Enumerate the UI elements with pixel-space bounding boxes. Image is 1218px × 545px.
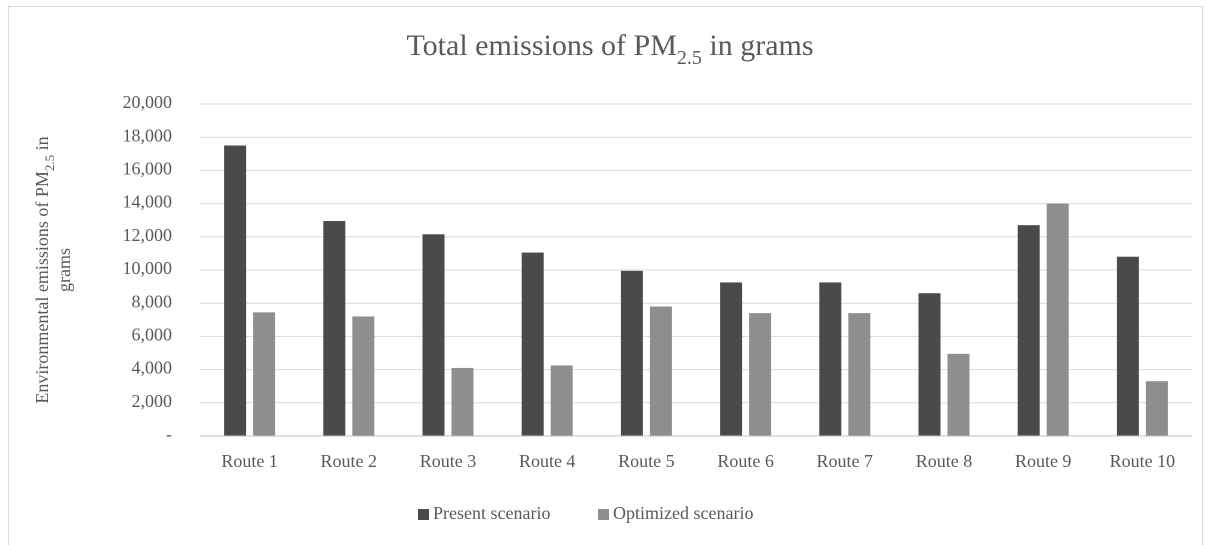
bar: [749, 313, 772, 436]
y-label-text: Environmental emissions of PM: [32, 171, 52, 404]
bar: [947, 353, 970, 436]
bar: [848, 313, 871, 436]
bar: [649, 306, 672, 436]
y-tick-label: 16,000: [123, 159, 173, 179]
legend-label: Optimized scenario: [613, 503, 753, 523]
y-tick-label: 8,000: [132, 291, 173, 311]
y-tick-label: 14,000: [123, 192, 173, 212]
title-text: Total emissions of PM: [406, 29, 676, 62]
x-tick-label: Route 9: [1015, 451, 1072, 471]
bar: [422, 234, 445, 436]
x-tick-label: Route 5: [618, 451, 675, 471]
bar: [1116, 256, 1139, 436]
bar: [1017, 225, 1040, 436]
chart-title: Total emissions of PM2.5 in grams: [406, 29, 813, 69]
bar: [550, 365, 573, 436]
chart-border: [8, 6, 1203, 545]
y-tick-label: 10,000: [123, 258, 173, 278]
bar: [1046, 203, 1069, 436]
bar: [620, 270, 643, 436]
x-tick-label: Route 3: [420, 451, 477, 471]
y-label-line1: Environmental emissions of PM2.5 in: [32, 136, 57, 403]
y-tick-label: 12,000: [123, 225, 173, 245]
bar: [451, 367, 474, 436]
bar: [819, 282, 842, 436]
x-tick-label: Route 7: [817, 451, 874, 471]
bar: [1145, 381, 1168, 436]
bar: [253, 312, 276, 436]
bar: [521, 252, 544, 436]
title-subscript: 2.5: [677, 47, 702, 69]
legend-swatch: [598, 509, 609, 520]
y-tick-label: 2,000: [132, 391, 173, 411]
x-tick-label: Route 8: [916, 451, 973, 471]
legend-label: Present scenario: [433, 503, 550, 523]
legend-swatch: [418, 509, 429, 520]
x-tick-label: Route 10: [1110, 451, 1176, 471]
y-label-line2: grams: [54, 248, 74, 292]
y-tick-label: 4,000: [132, 358, 173, 378]
title-after: in grams: [702, 29, 814, 62]
x-tick-label: Route 6: [717, 451, 774, 471]
bar: [720, 282, 743, 436]
y-tick-label: -: [166, 424, 172, 444]
bar: [323, 221, 346, 436]
y-axis-label: Environmental emissions of PM2.5 in gram…: [32, 136, 74, 403]
x-tick-label: Route 2: [321, 451, 378, 471]
y-label-subscript: 2.5: [42, 155, 57, 171]
y-tick-label: 18,000: [123, 125, 173, 145]
y-tick-label: 20,000: [123, 92, 173, 112]
bar: [352, 316, 375, 436]
x-tick-label: Route 1: [221, 451, 278, 471]
y-tick-label: 6,000: [132, 325, 173, 345]
y-label-after: in: [32, 136, 52, 155]
bar: [224, 145, 247, 436]
bar: [918, 293, 941, 436]
x-tick-label: Route 4: [519, 451, 576, 471]
